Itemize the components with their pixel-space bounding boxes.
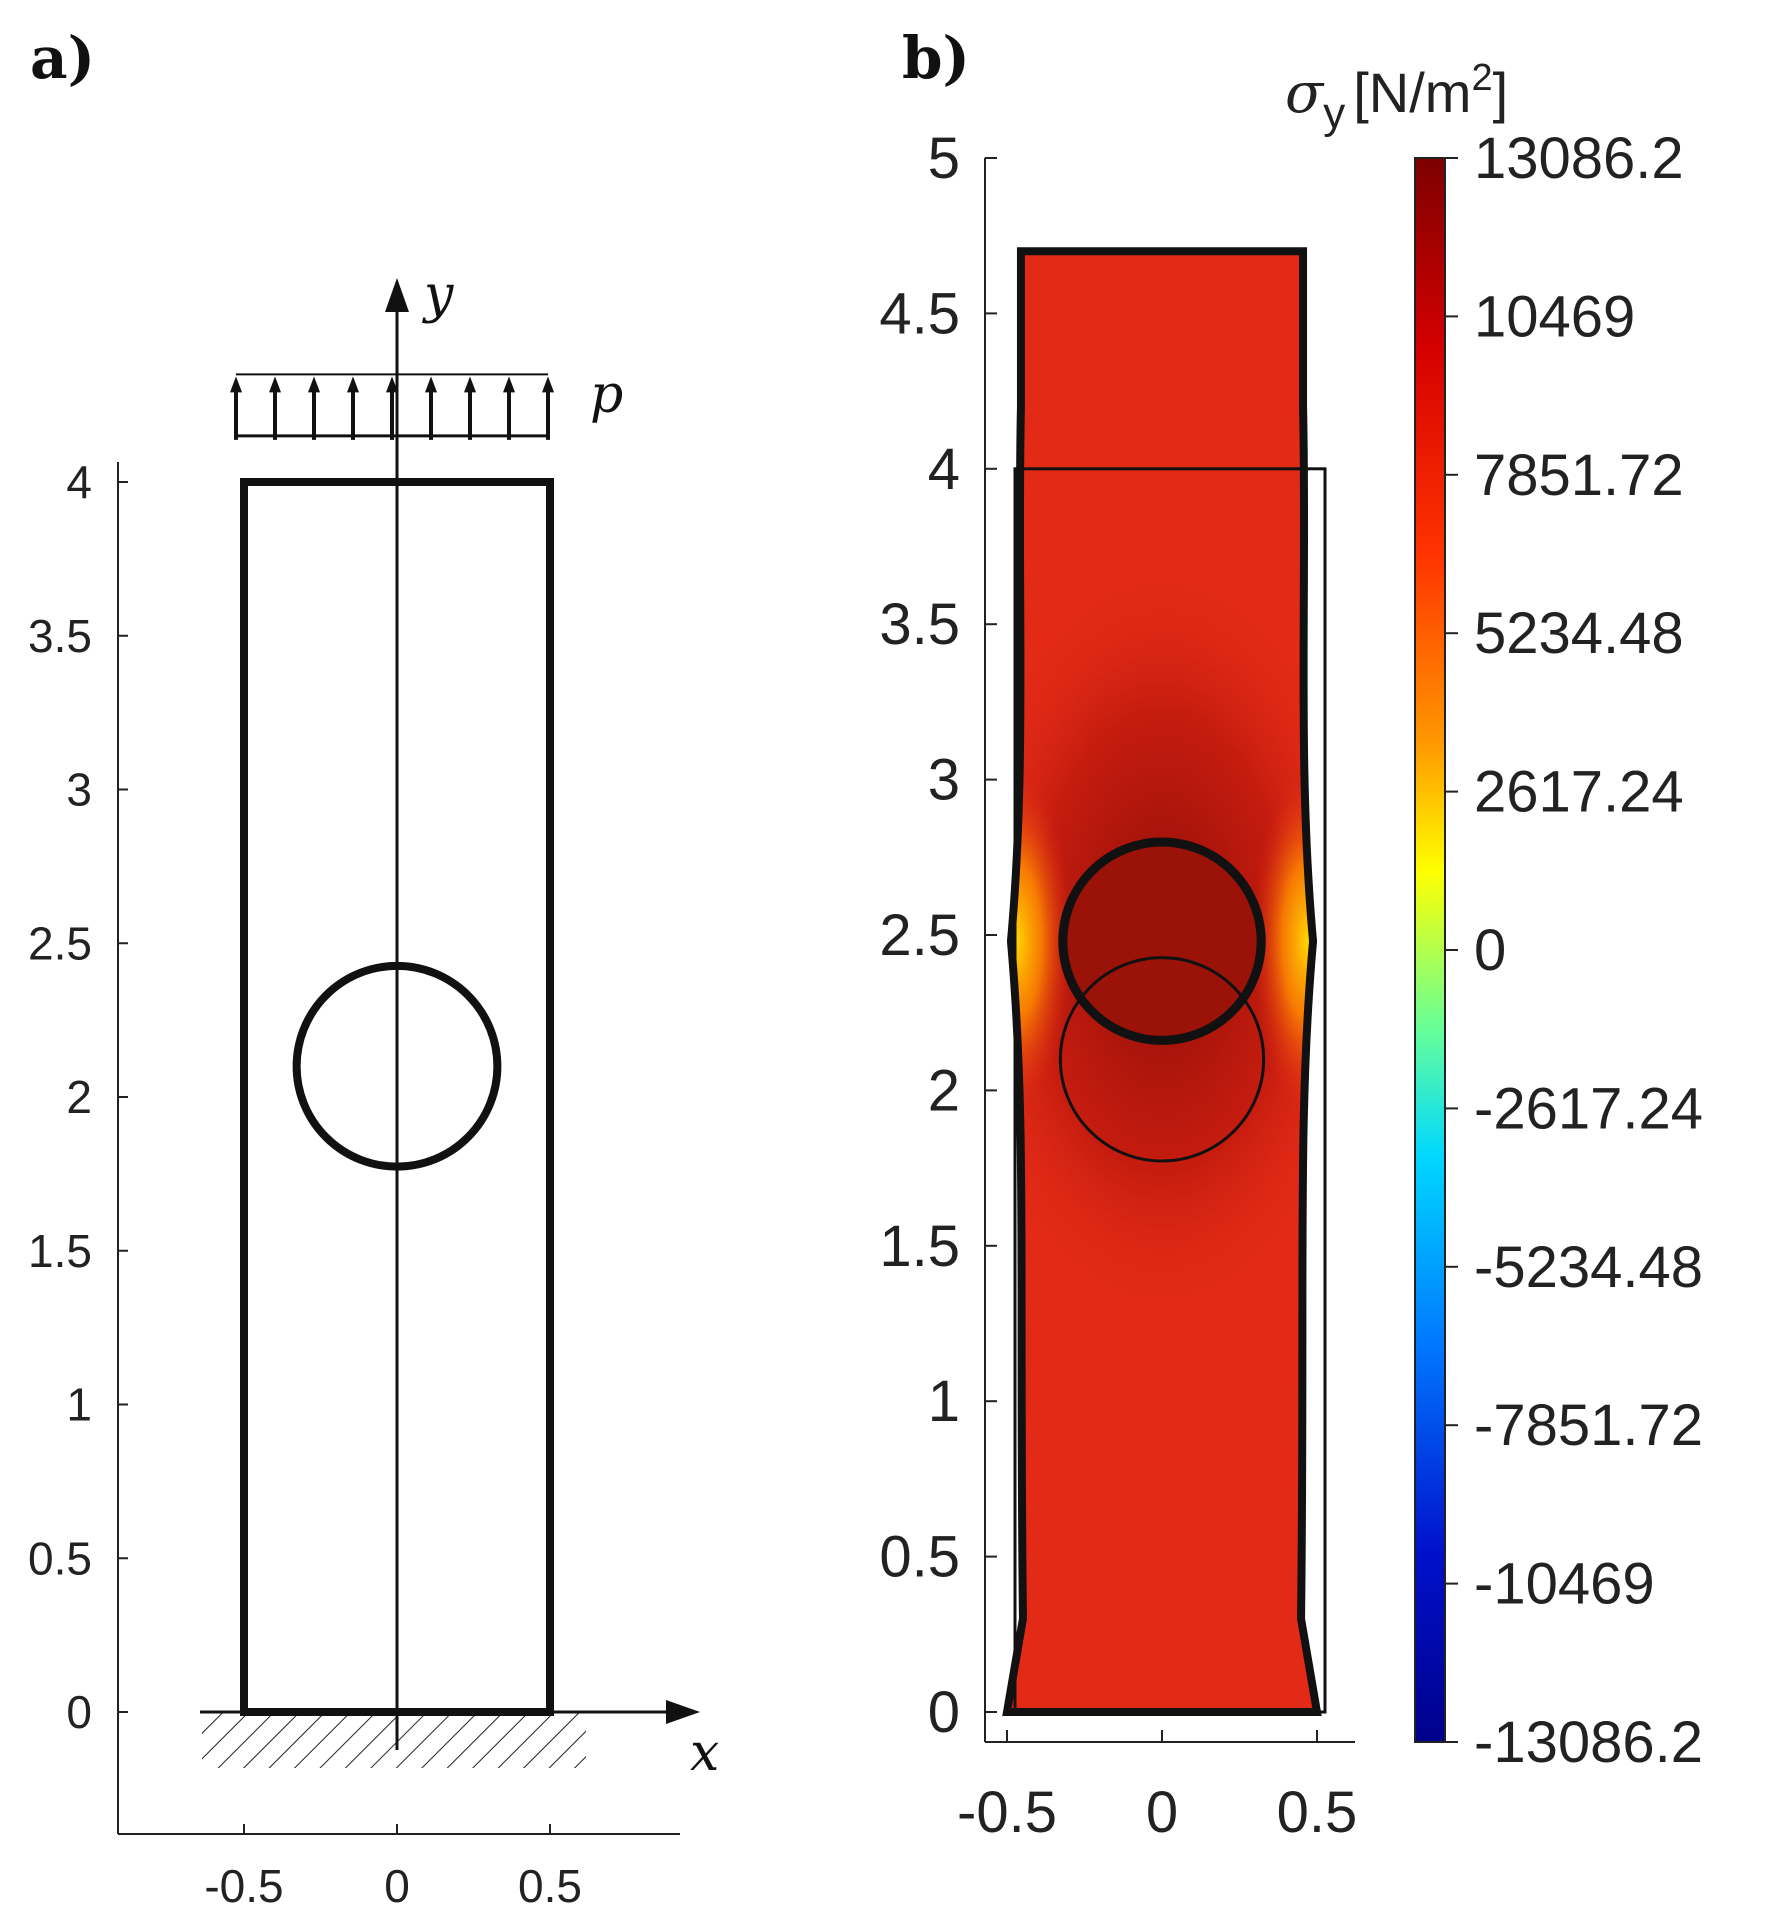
x-tick-label: -0.5 bbox=[957, 1780, 1057, 1845]
y-tick-label: 2.5 bbox=[28, 917, 92, 969]
y-tick-label: 3.5 bbox=[28, 610, 92, 662]
load-arrowhead bbox=[542, 376, 554, 393]
x-tick-label: 0 bbox=[384, 1860, 410, 1912]
colorbar-tick-label: -2617.24 bbox=[1474, 1076, 1703, 1141]
colorbar-ticks: 13086.2 10469 7851.72 5234.48 2617.24 0 -2617.… bbox=[1445, 126, 1703, 1775]
deformed-hole-outline bbox=[1058, 837, 1266, 1045]
y-tick-label: 4 bbox=[928, 437, 960, 502]
deformed-plate-outline bbox=[1002, 247, 1322, 1716]
x-axis-arrowhead bbox=[666, 1700, 700, 1724]
y-tick-label: 1 bbox=[66, 1379, 92, 1431]
undeformed-plate-outline bbox=[1013, 467, 1327, 1714]
load-label: p bbox=[590, 365, 623, 425]
panel-a: a) 0 0.5 1 1.5 2 2.5 3 3.5 4 -0.5 0 0.5 p y x bbox=[28, 24, 719, 1912]
colorbar-tick-label: 13086.2 bbox=[1474, 126, 1684, 191]
colorbar-tick-label: 2617.24 bbox=[1474, 760, 1684, 825]
x-tick-label: 0.5 bbox=[518, 1860, 582, 1912]
left-edge-low-stress bbox=[1007, 771, 1072, 1112]
y-tick-label: 1.5 bbox=[879, 1214, 960, 1279]
colorbar-tick-label: 5234.48 bbox=[1474, 601, 1684, 666]
deformed-hole-fill bbox=[1062, 842, 1262, 1041]
x-tick-label: 0 bbox=[1146, 1780, 1178, 1845]
x-tick-label: -0.5 bbox=[204, 1860, 283, 1912]
colorbar bbox=[1414, 157, 1446, 1743]
y-tick-label: 3 bbox=[66, 764, 92, 816]
y-axis-arrowhead bbox=[385, 278, 409, 312]
y-tick-label: 3.5 bbox=[879, 592, 960, 657]
colorbar-tick-label: -7851.72 bbox=[1474, 1393, 1703, 1458]
panel-b-y-ticks: 0 0.5 1 1.5 2 2.5 3 3.5 4 4.5 5 bbox=[879, 126, 997, 1745]
load-arrowhead bbox=[230, 376, 242, 393]
y-tick-label: 2.5 bbox=[879, 903, 960, 968]
y-tick-label: 4 bbox=[66, 456, 92, 508]
y-tick-label: 4.5 bbox=[879, 281, 960, 346]
y-axis-label: y bbox=[422, 265, 454, 325]
load-arrowhead bbox=[269, 376, 281, 393]
y-tick-label: 2 bbox=[928, 1058, 960, 1123]
y-tick-label: 5 bbox=[928, 126, 960, 191]
stress-field bbox=[1007, 251, 1317, 1713]
colorbar-tick-label: 10469 bbox=[1474, 284, 1635, 349]
y-tick-label: 0 bbox=[66, 1686, 92, 1738]
y-tick-label: 1 bbox=[928, 1369, 960, 1434]
ground-hatch bbox=[202, 1712, 586, 1768]
x-axis-label: x bbox=[690, 1723, 719, 1783]
x-tick-label: 0.5 bbox=[1277, 1780, 1358, 1845]
right-edge-low-stress bbox=[1252, 771, 1317, 1112]
panel-b: b) 0 0.5 1 1.5 2 2.5 3 3.5 4 4.5 5 -0.5 0 0.5 13086.… bbox=[879, 24, 1703, 1845]
panel-b-x-ticks: -0.5 0 0.5 bbox=[957, 1730, 1357, 1845]
load-arrowhead bbox=[425, 376, 437, 393]
y-tick-label: 0.5 bbox=[879, 1525, 960, 1590]
panel-b-label: b) bbox=[902, 24, 970, 92]
y-tick-label: 3 bbox=[928, 748, 960, 813]
colorbar-tick-label: -13086.2 bbox=[1474, 1710, 1703, 1775]
y-tick-label: 0.5 bbox=[28, 1532, 92, 1584]
load-arrowhead bbox=[386, 376, 398, 393]
panel-a-y-ticks: 0 0.5 1 1.5 2 2.5 3 3.5 4 bbox=[28, 456, 128, 1738]
undeformed-hole-outline bbox=[1058, 956, 1266, 1163]
y-tick-label: 2 bbox=[66, 1071, 92, 1123]
panel-a-x-ticks: -0.5 0 0.5 bbox=[204, 1824, 582, 1912]
distributed-load-arrows bbox=[230, 373, 554, 440]
panel-a-label: a) bbox=[30, 24, 95, 92]
load-arrowhead bbox=[347, 376, 359, 393]
load-arrowhead bbox=[503, 376, 515, 393]
load-arrowhead bbox=[464, 376, 476, 393]
y-tick-label: 0 bbox=[928, 1680, 960, 1745]
colorbar-title: σy [N/m2] bbox=[1285, 57, 1508, 138]
y-tick-label: 1.5 bbox=[28, 1225, 92, 1277]
colorbar-tick-label: 0 bbox=[1474, 918, 1506, 983]
load-arrowhead bbox=[308, 376, 320, 393]
colorbar-tick-label: 7851.72 bbox=[1474, 443, 1684, 508]
colorbar-tick-label: -5234.48 bbox=[1474, 1235, 1703, 1300]
colorbar-tick-label: -10469 bbox=[1474, 1552, 1655, 1617]
